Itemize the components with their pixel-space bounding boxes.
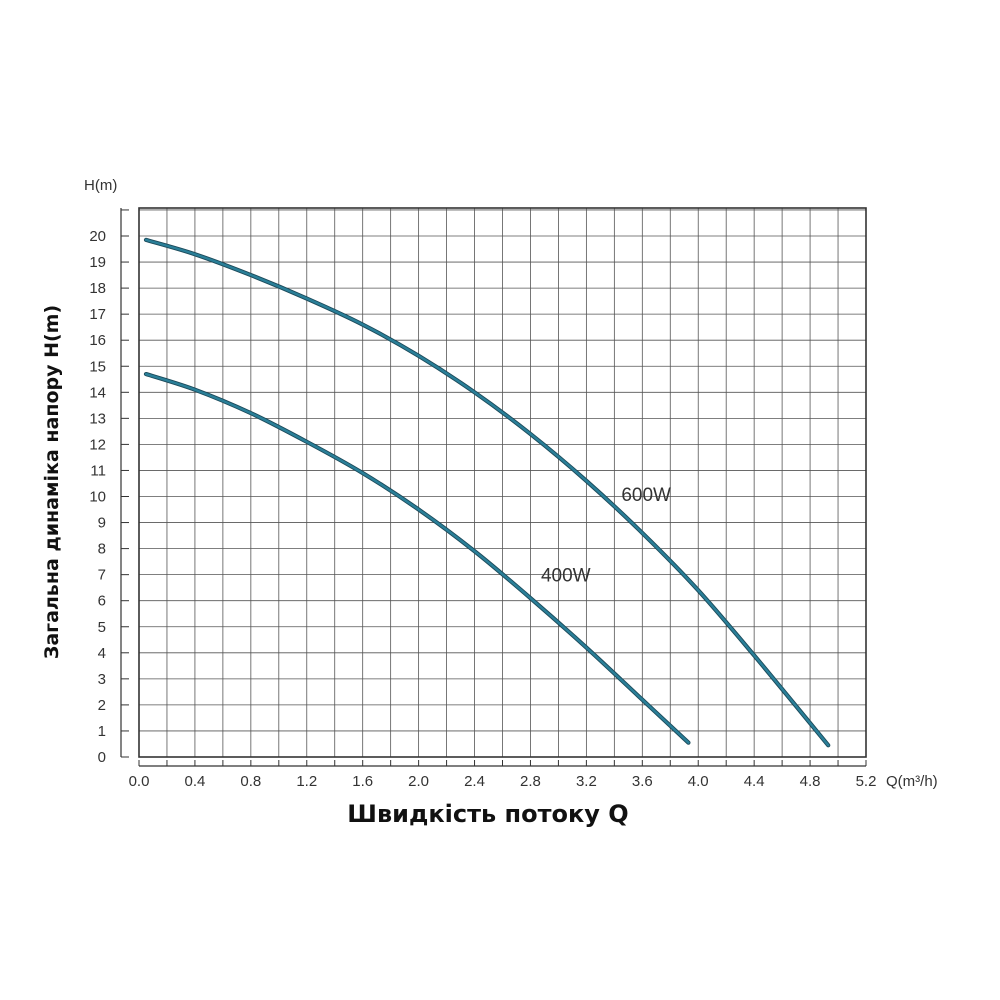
x-axis-unit: Q(m³/h) [886, 773, 938, 790]
x-tick-label: 2.8 [520, 773, 541, 790]
y-tick-label: 16 [89, 332, 106, 349]
y-tick-label: 5 [98, 619, 106, 636]
x-tick-label: 0.8 [240, 773, 261, 790]
y-axis-title: Загальна динаміка напору H(m) [41, 305, 63, 659]
x-tick-label: 2.4 [464, 773, 485, 790]
x-tick-label: 3.2 [576, 773, 597, 790]
x-tick-label: 3.6 [632, 773, 653, 790]
y-tick-label: 12 [89, 436, 106, 453]
y-tick-label: 13 [89, 410, 106, 427]
y-tick-label: 18 [89, 280, 106, 297]
y-tick-label: 3 [98, 671, 106, 688]
x-axis: 0.0 0.4 0.8 1.2 1.6 2.0 2.4 2.8 3.2 3.6 4.0 4.4 4.8 5… [129, 760, 877, 790]
series-label-600w: 600W [621, 485, 671, 506]
y-tick-label: 1 [98, 723, 106, 740]
y-tick-label: 14 [89, 384, 106, 401]
x-axis-title: Швидкість потоку Q [347, 800, 628, 828]
y-tick-label: 10 [89, 489, 106, 506]
y-tick-label: 9 [98, 515, 106, 532]
series-line-600w [144, 238, 830, 747]
x-tick-label: 0.0 [129, 773, 150, 790]
grid-lines [139, 208, 866, 757]
x-tick-label: 1.6 [352, 773, 373, 790]
x-tick-label: 4.8 [800, 773, 821, 790]
x-tick-label: 2.0 [408, 773, 429, 790]
plot-frame [138, 207, 867, 758]
series-label-400w: 400W [541, 566, 591, 587]
x-tick-label: 4.4 [744, 773, 765, 790]
series-line-400w-outline [143, 371, 691, 745]
y-tick-label: 17 [89, 306, 106, 323]
x-tick-label: 1.2 [296, 773, 317, 790]
x-tick-label: 5.2 [856, 773, 877, 790]
y-tick-label: 2 [98, 697, 106, 714]
y-tick-label: 4 [98, 645, 106, 662]
series-line-400w [144, 372, 690, 744]
y-tick-label: 19 [89, 254, 106, 271]
y-tick-label: 7 [98, 567, 106, 584]
y-tick-label: 15 [89, 358, 106, 375]
y-tick-label: 11 [90, 462, 106, 479]
x-tick-label: 4.0 [688, 773, 709, 790]
series-lines: 600W 400W [143, 237, 831, 748]
y-tick-label: 6 [98, 593, 106, 610]
y-axis-unit: H(m) [84, 177, 117, 194]
y-tick-label: 20 [89, 228, 106, 245]
y-tick-label: 8 [98, 541, 106, 558]
y-tick-label: 0 [98, 749, 106, 766]
x-tick-label: 0.4 [184, 773, 205, 790]
